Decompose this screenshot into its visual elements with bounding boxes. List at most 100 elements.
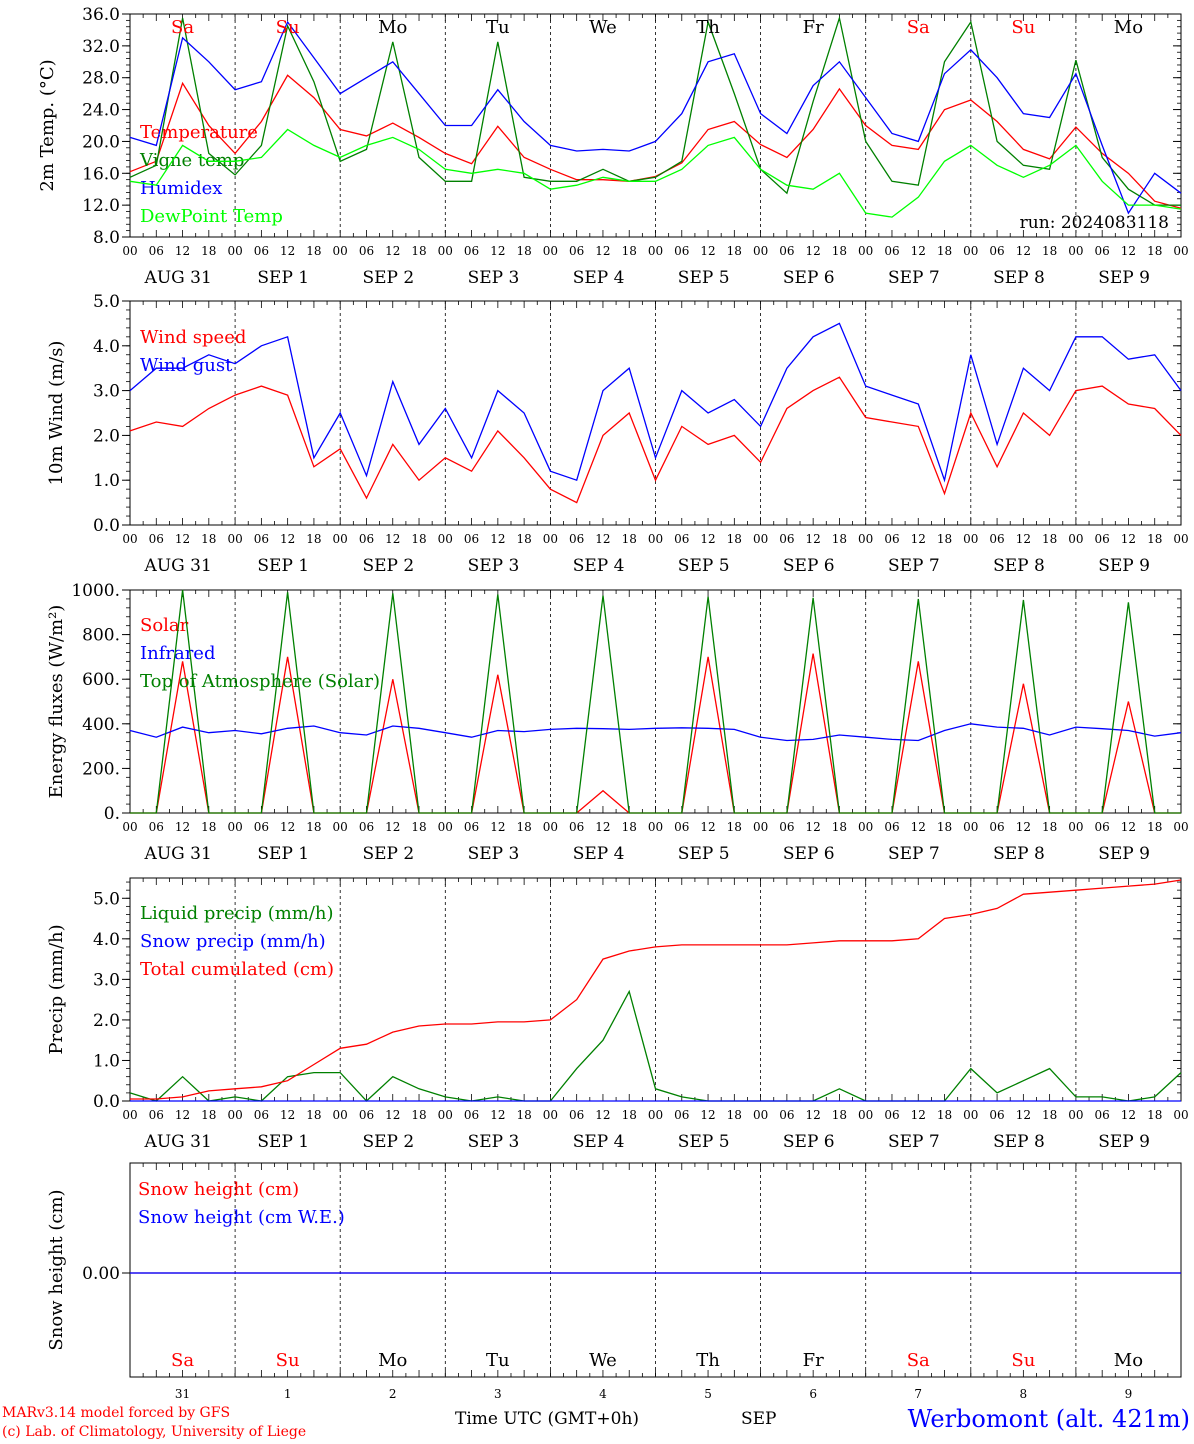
series-line-top-of-atmosphere-solar- bbox=[130, 589, 1181, 814]
hour-label: 18 bbox=[727, 1108, 742, 1122]
date-label: SEP 3 bbox=[468, 1132, 520, 1152]
month-label: SEP bbox=[741, 1409, 777, 1429]
hour-label: 12 bbox=[1121, 532, 1136, 546]
hour-label: 18 bbox=[1147, 532, 1162, 546]
hour-label: 06 bbox=[989, 244, 1004, 258]
hour-label: 12 bbox=[595, 532, 610, 546]
day-name: Su bbox=[276, 17, 300, 38]
y-axis-label: 10m Wind (m/s) bbox=[46, 341, 67, 486]
legend-entry: Wind gust bbox=[140, 355, 233, 376]
hour-label: 12 bbox=[700, 244, 715, 258]
hour-label: 12 bbox=[1016, 244, 1031, 258]
date-label: SEP 5 bbox=[678, 1132, 730, 1152]
date-label: AUG 31 bbox=[144, 556, 212, 576]
legend-entry: Snow height (cm W.E.) bbox=[138, 1207, 345, 1228]
day-name: Sa bbox=[907, 1350, 930, 1371]
legend-entry: Snow precip (mm/h) bbox=[140, 931, 326, 952]
date-label: SEP 4 bbox=[573, 268, 625, 288]
y-tick-label: 2.0 bbox=[93, 426, 120, 446]
y-tick-label: 36.0 bbox=[82, 5, 120, 25]
hour-label: 18 bbox=[516, 820, 531, 834]
day-name: Th bbox=[696, 17, 720, 38]
date-label: SEP 9 bbox=[1098, 268, 1150, 288]
hour-label: 18 bbox=[306, 1108, 321, 1122]
run-label: run: 2024083118 bbox=[1020, 213, 1169, 233]
hour-label: 00 bbox=[1068, 244, 1083, 258]
hour-label: 12 bbox=[911, 532, 926, 546]
date-label: SEP 8 bbox=[993, 556, 1045, 576]
hour-label: 12 bbox=[806, 244, 821, 258]
hour-label: 12 bbox=[1121, 820, 1136, 834]
hour-label: 12 bbox=[175, 1108, 190, 1122]
day-name: Fr bbox=[803, 17, 824, 38]
day-number: 8 bbox=[1020, 1387, 1028, 1401]
y-tick-label: 28.0 bbox=[82, 69, 120, 89]
hour-label: 12 bbox=[700, 1108, 715, 1122]
hour-label: 00 bbox=[1068, 532, 1083, 546]
hour-label: 18 bbox=[201, 820, 216, 834]
date-label: SEP 8 bbox=[993, 844, 1045, 864]
hour-label: 18 bbox=[937, 1108, 952, 1122]
hour-label: 12 bbox=[806, 820, 821, 834]
hour-label: 18 bbox=[937, 244, 952, 258]
date-label: SEP 1 bbox=[257, 844, 309, 864]
date-label: SEP 5 bbox=[678, 268, 730, 288]
day-number: 9 bbox=[1125, 1387, 1133, 1401]
y-tick-label: 0.0 bbox=[93, 516, 120, 536]
date-label: SEP 9 bbox=[1098, 1132, 1150, 1152]
chart-panel-1: 8.0 12.0 16.0 20.0 24.0 28.0 32.0 36.0 2m Temp. … bbox=[37, 5, 1189, 288]
hour-label: 00 bbox=[227, 532, 242, 546]
hour-label: 06 bbox=[149, 532, 164, 546]
hour-label: 06 bbox=[464, 244, 479, 258]
date-label: AUG 31 bbox=[144, 268, 212, 288]
plot-frame bbox=[129, 589, 1182, 814]
hour-label: 00 bbox=[963, 532, 978, 546]
day-name: Mo bbox=[1114, 17, 1143, 38]
hour-label: 00 bbox=[543, 244, 558, 258]
hour-label: 18 bbox=[201, 532, 216, 546]
legend-entry: Vigne temp bbox=[139, 150, 244, 171]
hour-label: 12 bbox=[1016, 820, 1031, 834]
day-number: 5 bbox=[704, 1387, 712, 1401]
date-label: SEP 6 bbox=[783, 556, 835, 576]
date-label: SEP 5 bbox=[678, 556, 730, 576]
y-tick-label: 1.0 bbox=[93, 1051, 120, 1071]
date-label: SEP 2 bbox=[363, 556, 415, 576]
day-name: Fr bbox=[803, 1350, 824, 1371]
chart-panel-3: 0. 200. 400. 600. 800. 1000.Energy fluxes (W/… bbox=[46, 581, 1189, 864]
y-axis-label: Precip (mm/h) bbox=[46, 924, 67, 1054]
day-number: 2 bbox=[389, 1387, 397, 1401]
hour-label: 18 bbox=[1147, 820, 1162, 834]
hour-label: 12 bbox=[806, 532, 821, 546]
day-name: Sa bbox=[171, 17, 194, 38]
hour-label: 06 bbox=[1095, 244, 1110, 258]
day-name: Mo bbox=[378, 1350, 407, 1371]
date-label: AUG 31 bbox=[144, 844, 212, 864]
hour-label: 00 bbox=[438, 820, 453, 834]
hour-label: 06 bbox=[149, 1108, 164, 1122]
y-tick-label: 8.0 bbox=[93, 228, 120, 248]
day-number: 4 bbox=[599, 1387, 607, 1401]
day-name: Tu bbox=[486, 17, 510, 38]
y-tick-label: 4.0 bbox=[93, 930, 120, 950]
legend-entry: Infrared bbox=[140, 643, 215, 664]
hour-label: 18 bbox=[411, 1108, 426, 1122]
hour-label: 12 bbox=[806, 1108, 821, 1122]
hour-label: 12 bbox=[1016, 1108, 1031, 1122]
hour-label: 06 bbox=[359, 244, 374, 258]
date-label: SEP 7 bbox=[888, 1132, 940, 1152]
hour-label: 18 bbox=[832, 820, 847, 834]
plot-frame bbox=[129, 13, 1182, 238]
hour-label: 18 bbox=[306, 244, 321, 258]
hour-label: 12 bbox=[280, 820, 295, 834]
hour-label: 18 bbox=[1042, 532, 1057, 546]
series-line-temperature bbox=[129, 74, 1182, 209]
credit-note: (c) Lab. of Climatology, University of L… bbox=[2, 1424, 306, 1440]
day-name: Sa bbox=[907, 17, 930, 38]
hour-label: 12 bbox=[490, 1108, 505, 1122]
date-label: SEP 3 bbox=[468, 844, 520, 864]
y-tick-label: 400. bbox=[82, 715, 120, 735]
hour-label: 06 bbox=[674, 244, 689, 258]
y-tick-label: 16.0 bbox=[82, 164, 120, 184]
day-name: Sa bbox=[171, 1350, 194, 1371]
